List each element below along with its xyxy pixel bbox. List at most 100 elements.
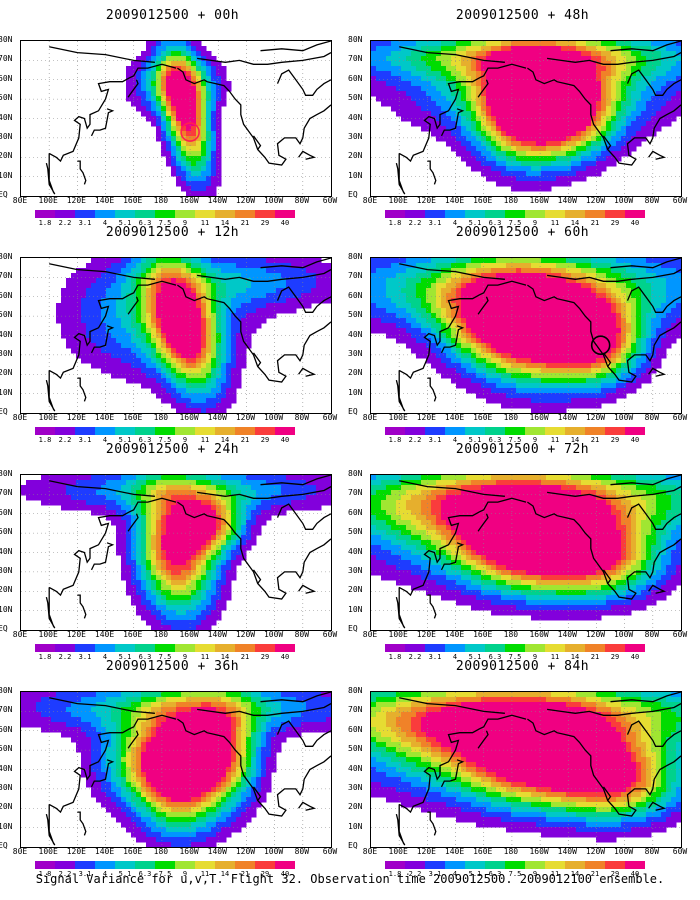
colorbar-swatch <box>465 861 485 869</box>
longitude-label: 80E <box>362 196 378 205</box>
colorbar-label: 2.2 <box>58 219 72 227</box>
colorbar-swatch <box>565 644 585 652</box>
colorbar-label: 1.8 <box>38 653 52 661</box>
colorbar-swatch <box>465 210 485 218</box>
coastline <box>440 542 465 571</box>
longitude-label: 60W <box>672 630 688 639</box>
colorbar-label: 2.2 <box>408 436 422 444</box>
colorbar-swatch <box>405 210 425 218</box>
latitude-label: 50N <box>0 310 13 320</box>
longitude-label: 140W <box>207 630 227 639</box>
colorbar-label: 14 <box>220 653 230 661</box>
latitude-label: 20N <box>0 802 13 812</box>
longitude-label: 140W <box>557 413 577 422</box>
colorbar-label: 7.5 <box>508 870 522 878</box>
colorbar-swatch <box>215 210 235 218</box>
colorbar-swatch <box>485 210 505 218</box>
colorbar-swatch <box>175 861 195 869</box>
colorbar-swatch <box>405 644 425 652</box>
colorbar-swatch <box>95 644 115 652</box>
coastline <box>602 569 612 584</box>
longitude-label: 60W <box>322 413 338 422</box>
longitude-label: 80E <box>12 847 28 856</box>
colorbar-label: 2.2 <box>58 870 72 878</box>
colorbar-label: 40 <box>630 436 640 444</box>
colorbar-swatch <box>75 644 95 652</box>
coastline <box>477 730 489 749</box>
latitude-label: 50N <box>348 310 363 320</box>
longitude-label: 160E <box>473 196 493 205</box>
colorbar-label: 3.1 <box>428 870 442 878</box>
latitude-label: 50N <box>0 527 13 537</box>
longitude-label: 120W <box>235 196 256 205</box>
colorbar-label: 40 <box>630 870 640 878</box>
coastline <box>648 584 667 594</box>
coastline <box>547 486 681 499</box>
latitude-label: EQ <box>0 624 8 633</box>
coastline <box>298 150 317 160</box>
colorbar-swatch <box>75 427 95 435</box>
colorbar-label: 4 <box>452 436 458 444</box>
longitude-label: 120E <box>416 847 436 856</box>
coastline <box>90 542 115 571</box>
longitude-label: 160E <box>123 630 143 639</box>
coastline <box>127 513 139 532</box>
latitude-label: EQ <box>0 407 8 416</box>
colorbar-label: 11 <box>550 870 560 878</box>
longitude-label: 80W <box>644 847 660 856</box>
longitude-label: 120E <box>416 630 436 639</box>
colorbar-swatch <box>255 861 275 869</box>
latitude-label: 70N <box>348 271 363 281</box>
latitude-label: 70N <box>348 705 363 715</box>
longitude-label: 160W <box>529 196 549 205</box>
colorbar-label: 29 <box>260 653 270 661</box>
colorbar-swatch <box>175 427 195 435</box>
longitude-label: 100E <box>38 196 58 205</box>
coastline <box>49 46 155 63</box>
latitude-label: 80N <box>348 252 363 261</box>
coastline <box>648 801 667 811</box>
colorbar-swatch <box>625 644 645 652</box>
longitude-label: 160E <box>473 847 493 856</box>
coastline <box>197 52 331 65</box>
colorbar-label: 3.1 <box>78 219 92 227</box>
coastline <box>399 263 505 280</box>
coastline <box>399 480 505 497</box>
coastline <box>197 703 331 716</box>
latitude-label: 30N <box>0 782 13 792</box>
colorbar-label: 4 <box>102 219 108 227</box>
longitude-label: 140W <box>207 847 227 856</box>
colorbar-swatch <box>135 644 155 652</box>
colorbar-swatch <box>115 644 135 652</box>
colorbar-label: 9 <box>182 653 188 661</box>
longitude-label: 120W <box>585 847 606 856</box>
colorbar-swatch <box>545 427 565 435</box>
longitude-label: 60W <box>672 413 688 422</box>
colorbar-swatch <box>55 861 75 869</box>
latitude-label: 70N <box>0 488 13 498</box>
latitude-label: 20N <box>0 585 13 595</box>
longitude-label: 140W <box>207 413 227 422</box>
colorbar-label: 9 <box>182 436 188 444</box>
colorbar-label: 1.8 <box>38 436 52 444</box>
colorbar-swatch <box>405 427 425 435</box>
colorbar-label: 4 <box>102 870 108 878</box>
colorbar-swatch <box>275 427 295 435</box>
latitude-label: 60N <box>348 73 363 83</box>
coastline <box>90 325 115 354</box>
colorbar-label: 4 <box>452 870 458 878</box>
latitude-label: EQ <box>0 841 8 850</box>
colorbar-swatch <box>485 861 505 869</box>
variance-field <box>21 692 331 847</box>
map-area <box>20 474 332 631</box>
longitude-label: 140W <box>207 196 227 205</box>
latitude-label: 40N <box>0 329 13 339</box>
colorbar-swatch <box>155 427 175 435</box>
observation-marker <box>590 335 611 355</box>
longitude-label: 160W <box>529 847 549 856</box>
colorbar-label: 1.8 <box>38 870 52 878</box>
longitude-label: 160E <box>123 413 143 422</box>
colorbar-label: 21 <box>240 870 250 878</box>
coastline <box>90 108 115 137</box>
colorbar-swatch <box>195 427 215 435</box>
